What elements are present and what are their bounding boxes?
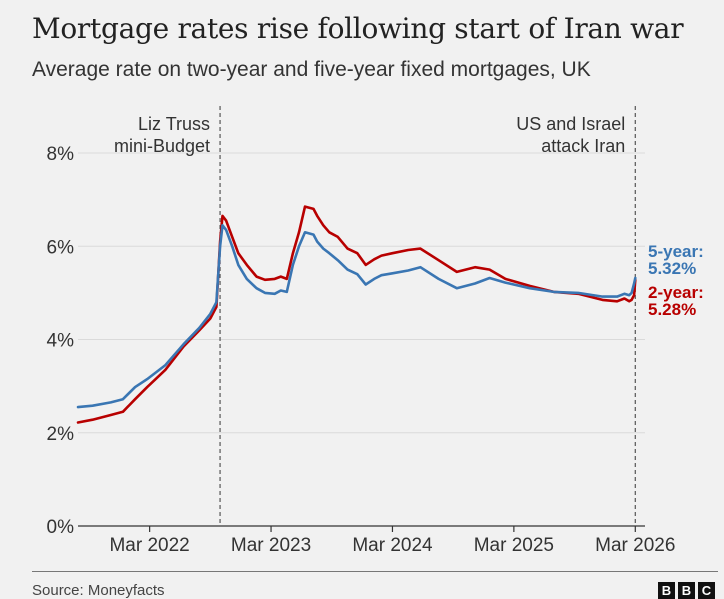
logo-letter: C [698, 582, 715, 599]
series-end-value: 5.28% [648, 300, 696, 319]
line-chart: 0% 2% 4% 6% 8% Mar 2022 Mar 2023 Mar 2024 Mar 20… [47, 106, 704, 556]
x-tick-label: Mar 2025 [474, 535, 554, 556]
chart-title: Mortgage rates rise following start of I… [32, 12, 684, 45]
series-line-2-year [76, 205, 637, 424]
y-tick-label: 6% [47, 237, 75, 258]
x-tick-label: Mar 2024 [352, 535, 433, 556]
bbc-logo: B B C [658, 582, 715, 599]
series-end-label: 2-year: [648, 283, 704, 302]
logo-letter: B [678, 582, 695, 599]
footer-divider [32, 571, 718, 572]
series-line-5-year [76, 224, 637, 409]
source-note: Source: Moneyfacts [32, 582, 165, 599]
y-tick-label: 2% [47, 424, 75, 445]
event-annotation-text: US and Israel [516, 114, 625, 134]
x-tick-label: Mar 2026 [595, 535, 675, 556]
event-annotation-text: mini-Budget [114, 136, 210, 156]
x-tick-label: Mar 2023 [231, 535, 311, 556]
series-end-value: 5.32% [648, 259, 696, 278]
event-annotation-text: attack Iran [541, 136, 625, 156]
y-tick-label: 4% [47, 331, 75, 352]
event-annotation-text: Liz Truss [138, 114, 210, 134]
chart-subtitle: Average rate on two-year and five-year f… [32, 58, 591, 81]
series-end-label: 5-year: [648, 242, 704, 261]
y-tick-label: 0% [47, 517, 75, 538]
logo-letter: B [658, 582, 675, 599]
x-tick-label: Mar 2022 [109, 535, 189, 556]
y-tick-label: 8% [47, 144, 75, 165]
